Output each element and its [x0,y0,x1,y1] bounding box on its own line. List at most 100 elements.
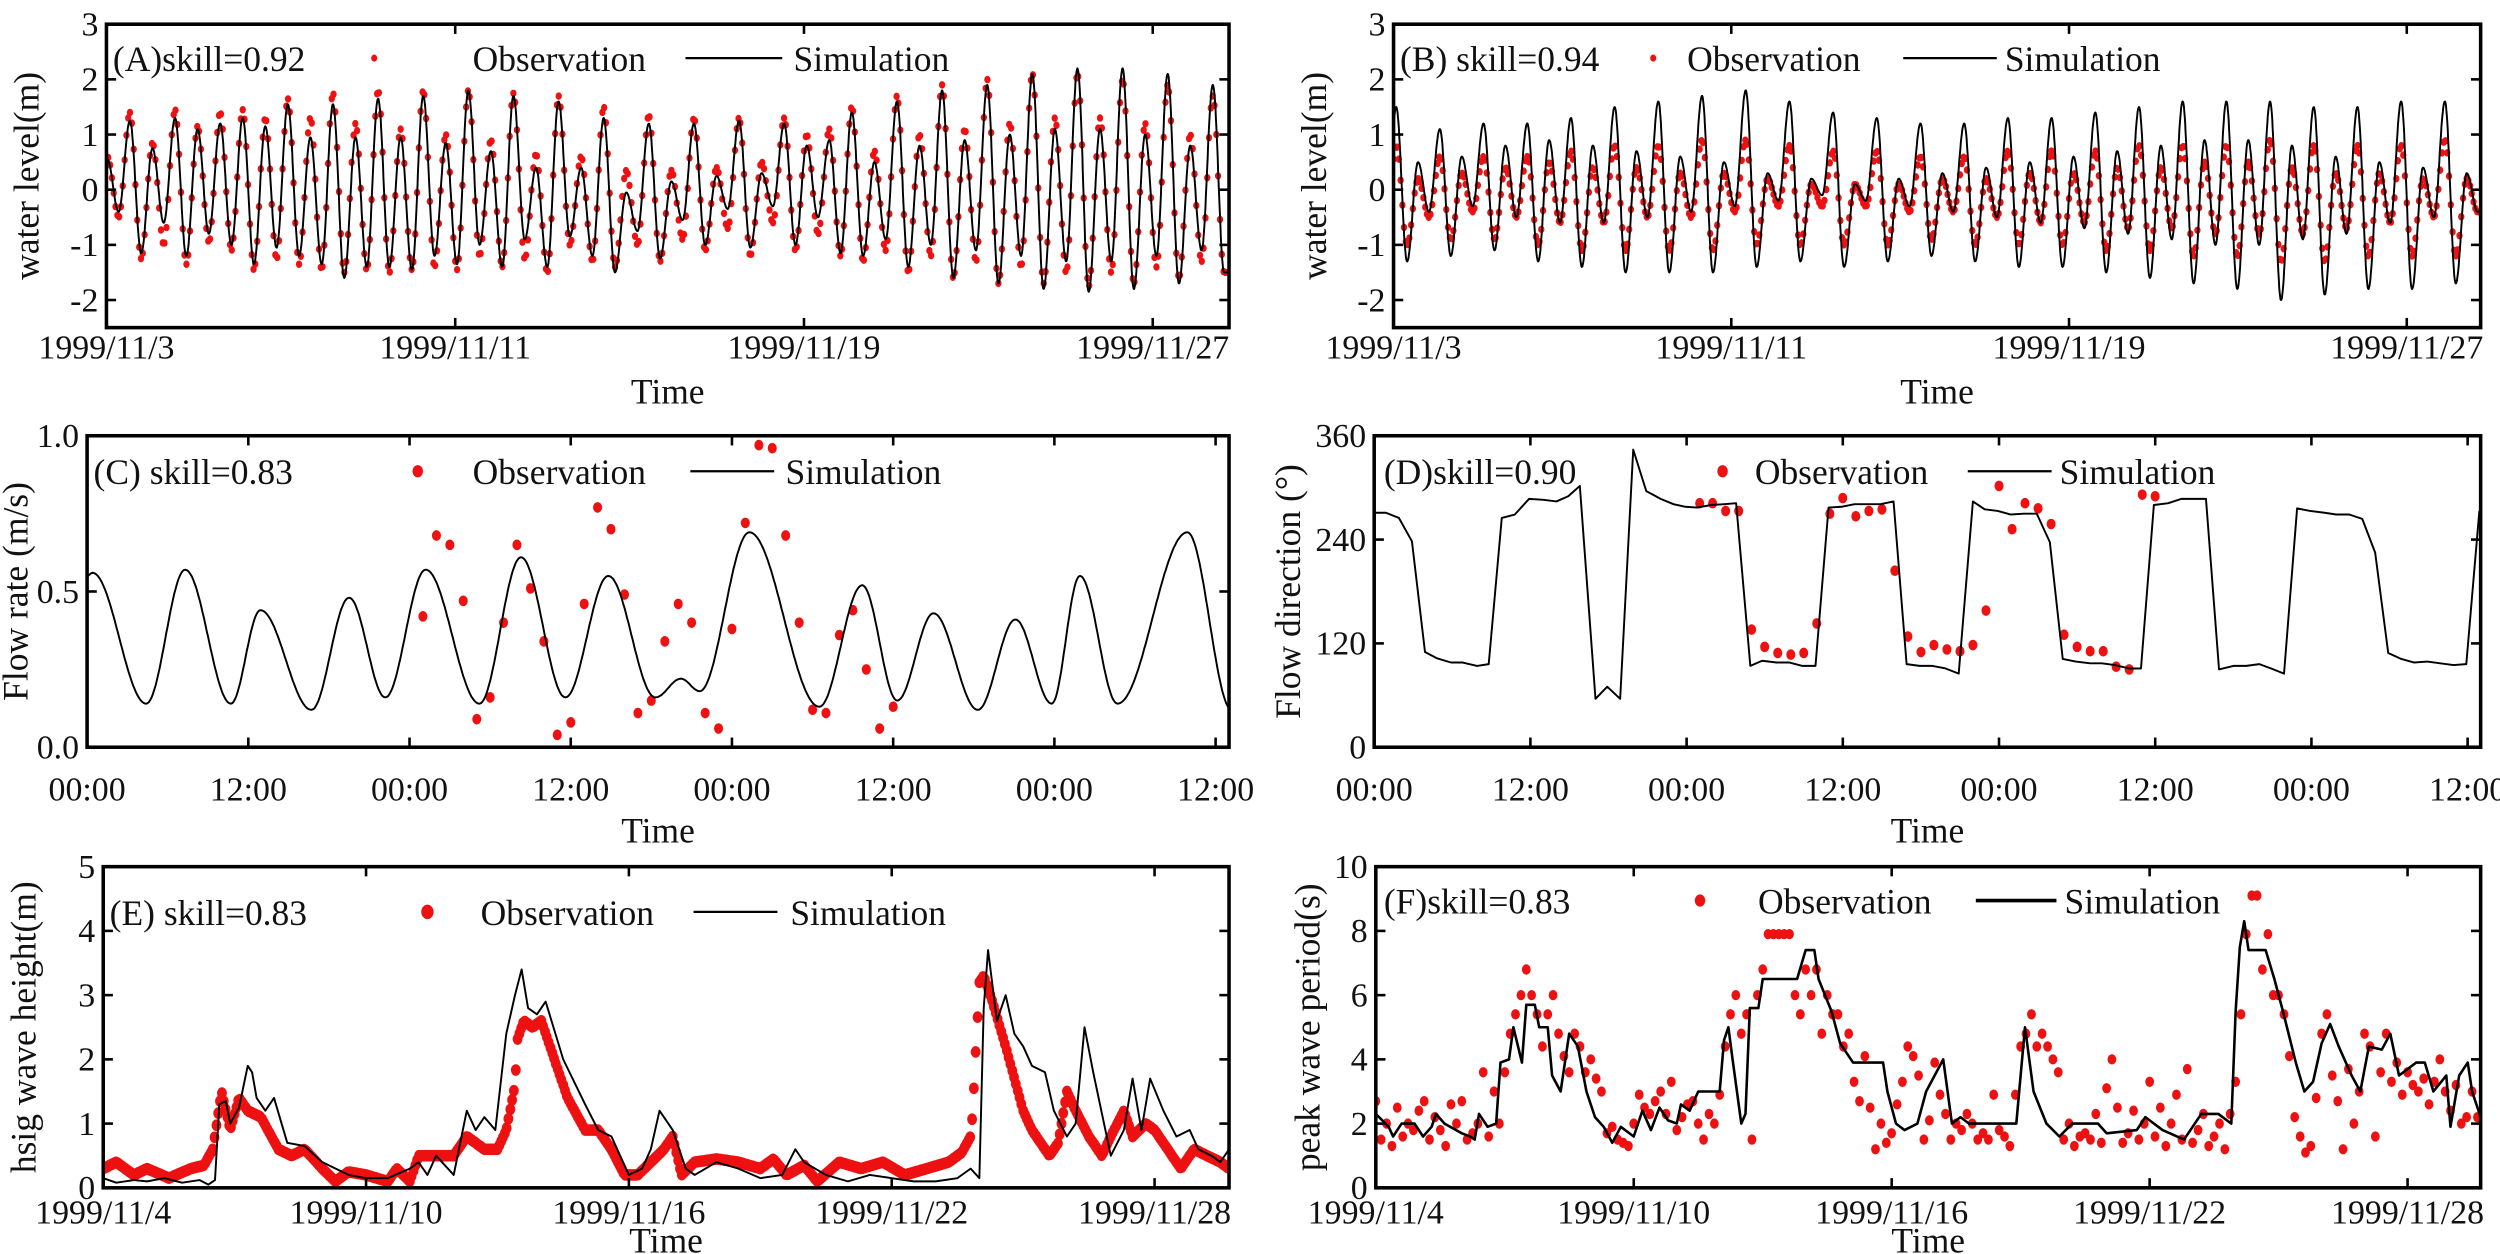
y-tick-label: 1 [78,1106,95,1143]
observation-point [962,127,969,136]
observation-point [1890,565,1900,577]
observation-point [1446,1099,1456,1110]
panel-skill-label: (A)skill=0.92 [113,39,305,79]
x-tick-label: 12:00 [855,771,932,808]
observation-point [488,137,495,145]
x-tick-label: 1999/11/22 [2073,1194,2226,1231]
observation-point [2349,1118,2359,1129]
observation-point [458,595,468,607]
observation-point [1721,505,1731,517]
x-tick-label: 12:00 [1492,771,1569,808]
observation-point [1838,492,1848,504]
legend: (D)skill=0.90 Observation Simulation [1384,452,2216,492]
observation-point [533,152,541,160]
y-tick-label: 2 [1351,1106,1368,1143]
x-tick-label: 1999/11/11 [1655,329,1807,366]
x-tick-label: 00:00 [1016,771,1093,808]
observation-point [431,530,441,541]
observation-point [2419,1073,2429,1084]
legend-observation-marker [371,54,378,62]
observation-point [2000,1131,2009,1142]
x-axis-title: Time [1900,371,1974,411]
observation-point [2098,645,2108,657]
observation-point [2338,1144,2348,1155]
observation-point [1726,1009,1735,1020]
observation-point [1058,1107,1069,1119]
observation-point [1801,964,1811,975]
legend: (C) skill=0.83 Observation Simulation [94,452,942,492]
observation-point [1924,1115,1934,1126]
plot-frame [1374,864,2483,1190]
observation-point [700,707,710,719]
observation-point [295,260,303,268]
observation-point [808,704,818,716]
observation-point [1941,1108,1950,1120]
x-tick-label: 12:00 [1804,771,1881,808]
observation-point [1568,147,1575,155]
observation-point [2452,252,2460,260]
observation-point [1096,114,1104,122]
observation-point [593,502,603,513]
observation-point [794,617,804,628]
observation-point [1758,964,1768,975]
x-tick-label: 1999/11/11 [379,329,531,366]
observation-point [660,636,670,647]
observation-point [263,117,270,125]
observation-point [505,1103,516,1116]
x-tick-label: 00:00 [1336,771,1413,808]
legend: (E) skill=0.83 Observation Simulation [110,893,947,933]
plot-area [103,949,1230,1188]
observation-point [837,252,844,260]
observation-point [2059,1134,2069,1145]
y-axis-title: hsig wave height(m) [3,881,43,1173]
observation-point [2145,1076,2155,1087]
observation-point [670,171,677,179]
observation-point [2180,142,2187,151]
observation-point [2311,1092,2321,1104]
y-tick-label: 0 [1349,730,1366,767]
simulation-line [1374,448,2481,700]
observation-point [927,251,935,260]
x-tick-label: 1999/11/4 [1308,1194,1444,1231]
observation-point [875,723,885,734]
y-tick-label: -1 [70,227,98,264]
observation-series [106,71,1230,290]
observation-point [2007,523,2017,535]
observation-point [1699,1134,1708,1145]
observation-point [239,106,246,114]
observation-point [544,267,552,276]
observation-point [1968,639,1978,651]
observation-point [2043,1041,2052,1052]
y-tick-label: 2 [78,1042,95,1079]
observation-point [2161,1140,2171,1152]
observation-point [965,1131,976,1143]
observation-point [2053,1067,2063,1078]
observation-point [1773,647,1783,659]
panel-d: 00:00 12:00 00:00 12:00 00:00 12:00 00:00 12:00… [1268,418,2500,850]
observation-point [2442,137,2449,145]
legend-simulation-label: Simulation [794,39,950,79]
y-axis-title: Flow direction (°) [1268,464,1308,719]
y-tick-label: 360 [1315,418,1366,455]
observation-point [163,223,170,232]
observation-point [2107,1054,2117,1065]
observation-point [116,213,123,221]
plot-frame [1372,433,2483,750]
observation-point [2327,1070,2337,1081]
observation-point [319,263,326,271]
observation-point [2129,1105,2138,1116]
observation-point [714,723,724,734]
observation-point [525,583,536,594]
observation-point [1994,1124,2004,1136]
observation-point [657,257,664,265]
observation-point [601,103,608,112]
observation-point [501,1122,512,1134]
observation-point [2204,1140,2214,1152]
x-tick-label: 1999/11/19 [727,329,880,366]
observation-point [970,1046,981,1058]
observation-point [217,110,225,118]
observation-point [1153,263,1160,271]
legend: (F)skill=0.83 Observation Simulation [1384,881,2221,921]
observation-point [624,169,631,178]
observation-point [1942,644,1952,655]
